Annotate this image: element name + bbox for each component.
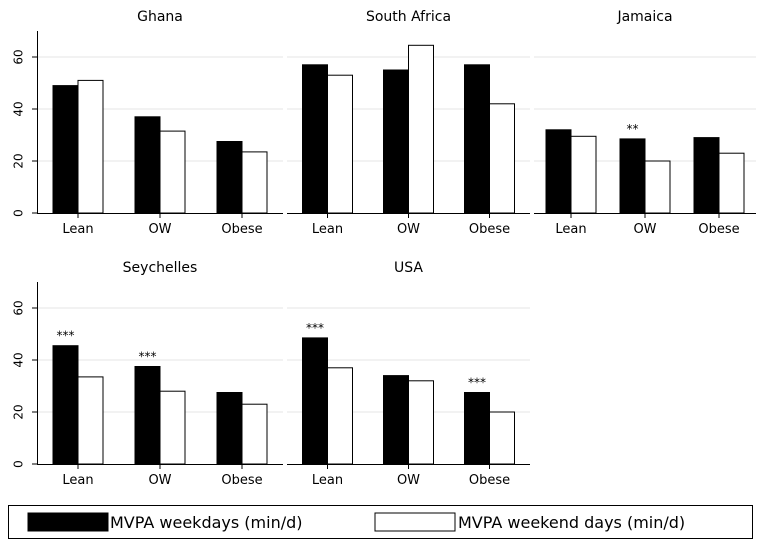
panel-1-bar-weekend: [241, 151, 268, 214]
panel-3-bar-weekend: [644, 160, 671, 214]
panel-4-y-tick-label: 20: [12, 404, 26, 419]
panel-4-significance-label: ***: [139, 350, 157, 364]
panel-1-bar-weekend: [77, 79, 104, 214]
panel-2-x-tick-label: OW: [397, 222, 420, 237]
panel-1-bar-weekdays: [52, 85, 79, 214]
panel-3-x-tick-label: Obese: [698, 222, 739, 237]
panel-3-bar-weekdays: [693, 137, 720, 214]
panel-5-x-tick-label: OW: [397, 473, 420, 488]
panel-4-significance-label: ***: [57, 329, 75, 343]
panel-4-bar-weekend: [241, 403, 268, 465]
panel-5-bar-weekdays: [464, 392, 490, 465]
panel-4-x-tick-label: Lean: [62, 473, 93, 488]
panel-2-x-tick-label: Lean: [312, 222, 343, 237]
panel-5-bar-weekend: [408, 380, 434, 465]
panel-2-title: South Africa: [366, 9, 451, 25]
panel-5-title: USA: [394, 260, 423, 276]
panel-4-bar-weekend: [159, 390, 186, 465]
panel-3-bar-weekdays: [545, 129, 572, 214]
panel-5-bar-weekend: [327, 367, 353, 465]
legend-swatch-weekdays: [27, 512, 109, 532]
panel-1-y-tick-label: 40: [12, 101, 26, 116]
panel-5-significance-label: ***: [306, 321, 324, 335]
panel-5-significance-label: ***: [468, 376, 486, 390]
panel-1-bar-weekdays: [134, 116, 161, 214]
panel-3-title: Jamaica: [616, 9, 672, 25]
panel-1-y-tick-label: 60: [12, 49, 26, 64]
legend-label-weekdays: MVPA weekdays (min/d): [110, 513, 303, 532]
panel-1-x-tick-label: Lean: [62, 222, 93, 237]
panel-4-bar-weekdays: [134, 366, 161, 465]
panel-4-title: Seychelles: [123, 260, 198, 276]
panel-5-bar-weekdays: [302, 337, 328, 465]
panel-1-x-tick-label: Obese: [221, 222, 262, 237]
panel-2-x-tick-label: Obese: [469, 222, 510, 237]
panel-1-bar-weekend: [159, 130, 186, 214]
panel-1-title: Ghana: [137, 9, 183, 25]
panel-4-x-tick-label: Obese: [221, 473, 262, 488]
panel-1-y-tick-label: 20: [12, 153, 26, 168]
panel-3-bar-weekend: [570, 135, 597, 214]
panel-4-bar-weekdays: [216, 392, 243, 465]
panel-2-bar-weekdays: [464, 64, 490, 214]
panel-2-bar-weekdays: [383, 69, 409, 214]
panel-3-bar-weekdays: [619, 138, 646, 214]
panel-5-x-tick-label: Obese: [469, 473, 510, 488]
panel-1-x-tick-label: OW: [148, 222, 171, 237]
panel-5-x-tick-label: Lean: [312, 473, 343, 488]
legend-swatch-weekend: [374, 512, 456, 532]
panel-2-bar-weekdays: [302, 64, 328, 214]
panel-3-x-tick-label: Lean: [555, 222, 586, 237]
panel-3-bar-weekend: [718, 152, 745, 214]
panel-4-y-tick-label: 0: [12, 460, 26, 468]
panel-2-bar-weekend: [408, 44, 434, 214]
panel-1-y-tick-label: 0: [12, 209, 26, 217]
panel-1-bar-weekdays: [216, 141, 243, 214]
panel-4-x-tick-label: OW: [148, 473, 171, 488]
panel-4-y-tick-label: 60: [12, 300, 26, 315]
legend-label-weekend: MVPA weekend days (min/d): [458, 513, 685, 532]
panel-2-bar-weekend: [327, 74, 353, 214]
panel-4-bar-weekend: [77, 376, 104, 465]
panel-2-bar-weekend: [489, 103, 515, 214]
panel-5-bar-weekdays: [383, 375, 409, 465]
panel-3-x-tick-label: OW: [633, 222, 656, 237]
panel-4-y-tick-label: 40: [12, 352, 26, 367]
panel-5-bar-weekend: [489, 411, 515, 465]
panel-3-significance-label: **: [627, 122, 639, 136]
panel-4-bar-weekdays: [52, 345, 79, 465]
